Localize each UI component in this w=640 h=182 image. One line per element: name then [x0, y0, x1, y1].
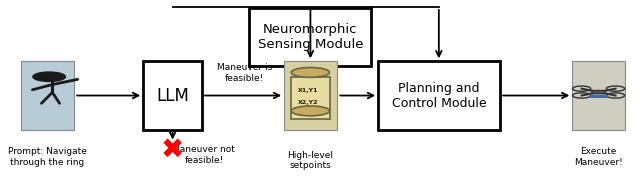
Ellipse shape: [291, 68, 330, 77]
FancyBboxPatch shape: [592, 90, 605, 94]
FancyBboxPatch shape: [572, 61, 625, 130]
Ellipse shape: [291, 106, 330, 116]
Text: X1,Y1: X1,Y1: [298, 88, 319, 92]
Text: Maneuver not
feasible!: Maneuver not feasible!: [173, 145, 236, 165]
Text: Prompt: Navigate
through the ring: Prompt: Navigate through the ring: [8, 147, 87, 167]
Text: ✖: ✖: [161, 136, 184, 164]
FancyBboxPatch shape: [291, 77, 330, 119]
FancyBboxPatch shape: [143, 61, 202, 130]
Text: Execute
Maneuver!: Execute Maneuver!: [574, 147, 623, 167]
Text: X2,Y2: X2,Y2: [298, 100, 319, 105]
FancyBboxPatch shape: [250, 8, 371, 66]
Text: LLM: LLM: [156, 86, 189, 104]
FancyBboxPatch shape: [378, 61, 500, 130]
Text: High-level
setpoints: High-level setpoints: [287, 151, 333, 170]
FancyBboxPatch shape: [284, 61, 337, 130]
FancyBboxPatch shape: [20, 61, 74, 130]
Text: Maneuver is
feasible!: Maneuver is feasible!: [217, 63, 272, 83]
Text: Neuromorphic
Sensing Module: Neuromorphic Sensing Module: [258, 23, 363, 51]
Circle shape: [33, 72, 65, 81]
Text: Planning and
Control Module: Planning and Control Module: [392, 82, 486, 110]
